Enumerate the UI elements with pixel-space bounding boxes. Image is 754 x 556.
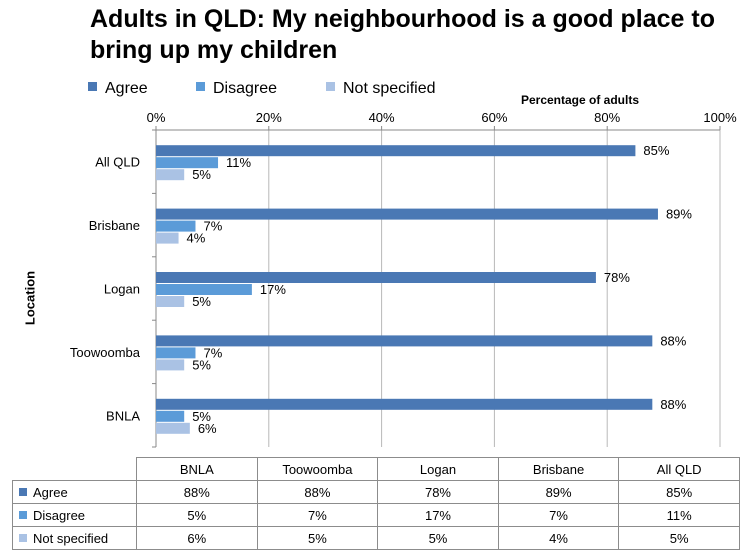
data-table-cell: 88% bbox=[256, 480, 379, 504]
legend-item-not-specified: Not specified bbox=[326, 80, 436, 98]
data-table-cell: 7% bbox=[256, 503, 379, 527]
data-table-cell: 5% bbox=[618, 526, 740, 550]
data-table-cell: 85% bbox=[618, 480, 740, 504]
bar-agree bbox=[156, 145, 636, 157]
data-table-cell: 17% bbox=[377, 503, 499, 527]
data-table-column-header: Brisbane bbox=[497, 457, 620, 481]
data-table-cell: 89% bbox=[497, 480, 620, 504]
legend-label-not-specified: Not specified bbox=[343, 80, 436, 97]
data-label: 4% bbox=[187, 231, 206, 246]
chart-title: Adults in QLD: My neighbourhood is a goo… bbox=[90, 5, 715, 64]
row-label-text: Not specified bbox=[33, 530, 109, 546]
bar-disagree bbox=[156, 347, 196, 359]
data-table-cell: 78% bbox=[377, 480, 499, 504]
legend-swatch-not-specified bbox=[326, 82, 335, 91]
data-table-cell: 11% bbox=[618, 503, 740, 527]
bar-not-specified bbox=[156, 232, 179, 244]
data-label: 88% bbox=[660, 333, 686, 348]
row-swatch-disagree bbox=[19, 510, 27, 519]
data-label: 5% bbox=[192, 167, 211, 182]
data-table-row-agree: Agree 88% 88% 78% 89% 85% bbox=[12, 480, 740, 504]
data-table-cell: 5% bbox=[256, 526, 379, 550]
bar-not-specified bbox=[156, 359, 185, 371]
x-tick-label: 0% bbox=[147, 110, 166, 125]
bar-disagree bbox=[156, 220, 196, 232]
data-table-row-not-specified: Not specified 6% 5% 5% 4% 5% bbox=[12, 526, 740, 550]
data-table-row-disagree: Disagree 5% 7% 17% 7% 11% bbox=[12, 503, 740, 527]
x-tick-label: 20% bbox=[256, 110, 282, 125]
bar-disagree bbox=[156, 284, 252, 295]
bar-disagree bbox=[156, 157, 219, 169]
data-table-cell: 7% bbox=[497, 503, 620, 527]
data-label: 78% bbox=[604, 270, 630, 285]
bar-agree bbox=[156, 208, 658, 220]
bar-agree bbox=[156, 335, 653, 347]
category-label: BNLA bbox=[106, 408, 140, 423]
legend-label-agree: Agree bbox=[105, 80, 148, 97]
category-label: Logan bbox=[104, 282, 140, 297]
row-label-text: Disagree bbox=[33, 507, 86, 523]
data-label: 89% bbox=[666, 207, 692, 222]
x-tick-label: 80% bbox=[594, 110, 620, 125]
bar-disagree bbox=[156, 410, 185, 422]
data-label: 17% bbox=[260, 282, 286, 297]
legend-item-disagree: Disagree bbox=[196, 80, 277, 98]
data-table-row-label: Disagree bbox=[12, 503, 137, 527]
data-label: 5% bbox=[192, 294, 211, 309]
data-table-cell: 5% bbox=[136, 503, 258, 527]
x-tick-label: 100% bbox=[703, 110, 737, 125]
y-axis-title: Location bbox=[22, 270, 38, 326]
bar-agree bbox=[156, 398, 653, 410]
category-label: Brisbane bbox=[89, 218, 140, 233]
data-label: 88% bbox=[660, 397, 686, 412]
data-label: 11% bbox=[226, 155, 251, 170]
data-table-column-header: Toowoomba bbox=[256, 457, 379, 481]
x-tick-label: 60% bbox=[481, 110, 507, 125]
data-table-column-header: BNLA bbox=[136, 457, 258, 481]
data-label: 85% bbox=[643, 143, 669, 158]
legend-swatch-agree bbox=[88, 82, 97, 91]
category-label: All QLD bbox=[95, 155, 140, 170]
data-table-column-header: Logan bbox=[377, 457, 499, 481]
data-table-header-row: BNLA Toowoomba Logan Brisbane All QLD bbox=[12, 457, 740, 481]
row-swatch-agree bbox=[19, 487, 27, 496]
data-table-cell: 4% bbox=[497, 526, 620, 550]
bar-agree bbox=[156, 272, 596, 283]
bar-not-specified bbox=[156, 296, 185, 307]
x-axis-title: Percentage of adults bbox=[520, 93, 640, 107]
category-label: Toowoomba bbox=[70, 345, 141, 360]
legend-item-agree: Agree bbox=[88, 80, 148, 98]
legend-swatch-disagree bbox=[196, 82, 205, 91]
data-label: 5% bbox=[192, 357, 211, 372]
row-label-text: Agree bbox=[33, 484, 68, 500]
data-table-row-label: Not specified bbox=[12, 526, 137, 550]
data-table-cell: 88% bbox=[136, 480, 258, 504]
data-label: 7% bbox=[203, 345, 222, 360]
data-table-row-label: Agree bbox=[12, 480, 137, 504]
data-table-cell: 6% bbox=[136, 526, 258, 550]
data-table-cell: 5% bbox=[377, 526, 499, 550]
data-table-corner bbox=[12, 457, 137, 481]
data-table: BNLA Toowoomba Logan Brisbane All QLD Ag… bbox=[12, 457, 740, 550]
data-table-column-header: All QLD bbox=[618, 457, 740, 481]
row-swatch-not-specified bbox=[19, 533, 27, 542]
bar-not-specified bbox=[156, 422, 190, 434]
data-label: 6% bbox=[198, 421, 217, 436]
data-label: 7% bbox=[203, 219, 222, 234]
bar-not-specified bbox=[156, 169, 185, 181]
data-label: 5% bbox=[192, 409, 211, 424]
legend-label-disagree: Disagree bbox=[213, 80, 278, 97]
x-tick-label: 40% bbox=[369, 110, 395, 125]
